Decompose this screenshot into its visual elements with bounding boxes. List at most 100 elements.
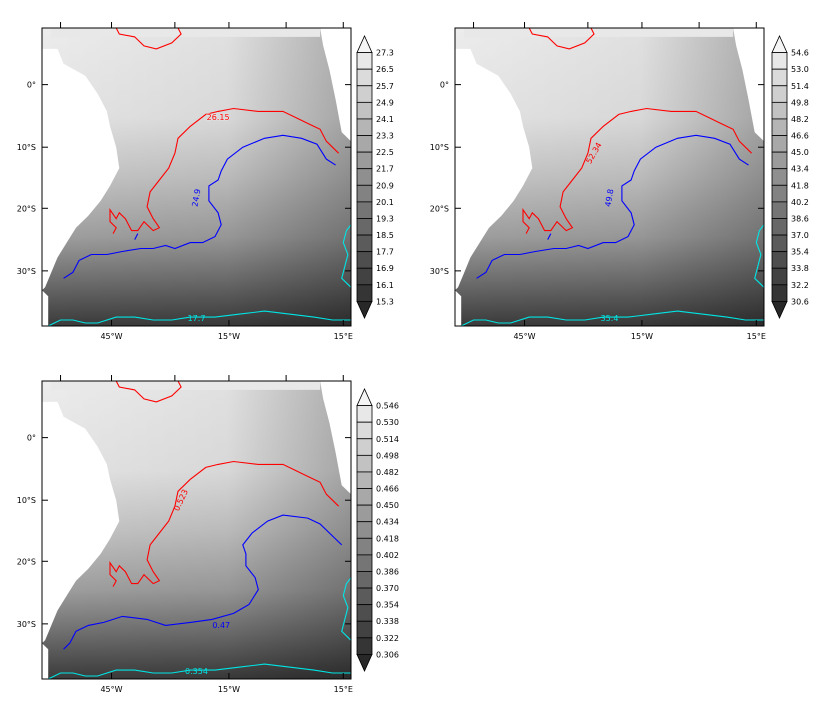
colorbar-label: 33.8	[791, 264, 809, 273]
map-frame	[454, 27, 765, 327]
lon-label: 45°W	[100, 332, 122, 341]
map-panel-1: 26.15 24.9 17.7 45°W 15°W 15°E 0° 10°S 20°S 30°S	[17, 22, 353, 341]
land-mask-africa	[733, 28, 764, 142]
colorbar-swatch	[356, 454, 373, 473]
colorbar-min-arrow	[771, 301, 788, 319]
colorbar-swatch	[356, 620, 373, 639]
blue-contour	[63, 514, 343, 650]
blue-contour-inner	[547, 233, 552, 240]
colorbar-label: 51.4	[791, 82, 809, 91]
colorbar-label: 0.338	[376, 617, 399, 626]
lat-label: 10°S	[17, 496, 36, 505]
colorbar-label: 26.5	[376, 65, 394, 74]
colorbar-swatch	[356, 201, 373, 219]
colorbar-swatch	[356, 68, 373, 87]
map-frame	[41, 27, 352, 327]
colorbar-swatch	[771, 52, 788, 70]
colorbar-label: 0.546	[376, 402, 399, 411]
contour-label-blue: 24.9	[191, 188, 203, 207]
land-mask-sw	[42, 290, 49, 326]
colorbar-swatch	[771, 218, 788, 236]
lat-label: 0°	[440, 81, 449, 90]
colorbar-swatch	[356, 52, 373, 70]
red-contour	[109, 107, 339, 234]
lon-label: 45°W	[513, 332, 535, 341]
north-strip	[51, 28, 321, 37]
colorbar-swatch	[771, 135, 788, 153]
red-contour	[522, 107, 752, 234]
colorbar-label: 38.6	[791, 214, 809, 223]
colorbar: 54.6 53.0 51.4 49.8 48.2 46.6 45.0 43.4 41.8 40.2…	[771, 35, 809, 319]
lat-label: 30°S	[17, 267, 36, 276]
colorbar-swatch	[356, 135, 373, 153]
colorbar-swatch	[771, 184, 788, 203]
colorbar-label: 0.322	[376, 634, 399, 643]
colorbar-swatch	[356, 218, 373, 236]
colorbar-swatch	[771, 68, 788, 87]
contour-label-red: 26.15	[207, 113, 230, 122]
colorbar-swatch	[356, 554, 373, 572]
cyan-contour-east	[341, 224, 352, 288]
map-frame	[41, 380, 352, 680]
colorbar-label: 37.0	[791, 231, 809, 240]
colorbar-swatch	[356, 604, 373, 622]
lat-label: 20°S	[17, 204, 36, 213]
colorbar-label: 0.386	[376, 567, 399, 576]
land-mask-south-america	[42, 48, 120, 291]
colorbar-label: 30.6	[791, 297, 809, 306]
colorbar: 0.546 0.530 0.514 0.498 0.482 0.466 0.450 0.434…	[356, 388, 399, 672]
red-contour-north	[528, 27, 595, 50]
colorbar-max-arrow	[356, 35, 373, 53]
colorbar-label: 0.306	[376, 650, 399, 659]
colorbar-min-arrow	[356, 301, 373, 319]
colorbar-label: 24.9	[376, 98, 394, 107]
colorbar-swatch	[356, 504, 373, 523]
colorbar-swatch	[356, 405, 373, 423]
contour-label-cyan: 35.4	[601, 314, 619, 323]
colorbar-label: 20.9	[376, 181, 394, 190]
colorbar-swatch	[771, 201, 788, 219]
cyan-contour	[47, 663, 351, 680]
colorbar-label: 16.1	[376, 281, 394, 290]
colorbar-swatch	[356, 571, 373, 589]
colorbar-swatch	[771, 151, 788, 170]
colorbar-label: 0.530	[376, 418, 399, 427]
cyan-contour	[460, 310, 764, 327]
colorbar-max-arrow	[771, 35, 788, 53]
colorbar-label: 20.1	[376, 198, 394, 207]
colorbar-swatch	[356, 151, 373, 170]
land-mask-africa	[320, 381, 351, 495]
colorbar-label: 25.7	[376, 82, 394, 91]
blue-contour	[63, 134, 336, 279]
colorbar-swatch	[356, 587, 373, 606]
colorbar-swatch	[356, 234, 373, 253]
land-mask-sw	[455, 290, 462, 326]
colorbar-label: 45.0	[791, 148, 809, 157]
colorbar-swatch	[356, 421, 373, 440]
colorbar-swatch	[356, 537, 373, 556]
colorbar-swatch	[771, 251, 788, 269]
colorbar-label: 54.6	[791, 49, 809, 58]
lon-label: 15°W	[218, 332, 240, 341]
colorbar-label: 35.4	[791, 248, 809, 257]
lat-label: 10°S	[17, 143, 36, 152]
colorbar-label: 0.482	[376, 468, 399, 477]
lat-label: 20°S	[17, 557, 36, 566]
colorbar-label: 0.418	[376, 534, 399, 543]
colorbar-label: 43.4	[791, 165, 809, 174]
colorbar-swatch	[356, 184, 373, 203]
colorbar-label: 27.3	[376, 49, 394, 58]
red-contour-north	[115, 27, 182, 50]
lon-label: 15°W	[631, 332, 653, 341]
colorbar-label: 49.8	[791, 98, 809, 107]
blue-contour	[476, 134, 749, 279]
colorbar-label: 0.498	[376, 451, 399, 460]
lat-label: 0°	[27, 81, 36, 90]
colorbar-swatch	[771, 234, 788, 253]
colorbar-swatch	[771, 267, 788, 286]
lat-label: 30°S	[17, 620, 36, 629]
lon-label: 15°E	[747, 332, 766, 341]
